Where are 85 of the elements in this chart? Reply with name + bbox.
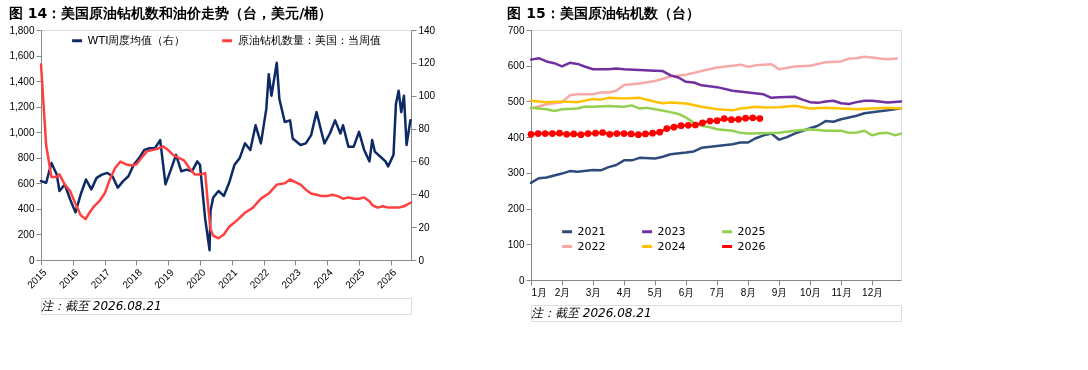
- legend-label: 2024: [657, 239, 686, 253]
- point: [570, 130, 578, 138]
- point: [620, 130, 628, 137]
- point: [584, 130, 592, 137]
- y2-tick-label: 20: [418, 221, 431, 233]
- point: [699, 119, 706, 127]
- point: [749, 114, 757, 122]
- y-tick-label: 1,400: [9, 75, 35, 87]
- x-tick-label: 3月: [585, 286, 602, 298]
- y-tick-label: 400: [507, 131, 525, 143]
- point: [728, 116, 735, 123]
- x-tick-label: 1月: [531, 286, 548, 298]
- y2-tick-label: 140: [418, 24, 436, 36]
- y2-tick-label: 40: [418, 188, 431, 200]
- legend-label: 2026: [737, 239, 766, 253]
- x-tick-label: 9月: [771, 286, 788, 298]
- y-tick-label: 0: [518, 274, 525, 286]
- point: [642, 130, 649, 138]
- point: [541, 130, 549, 137]
- x-tick-label: 10月: [800, 286, 822, 298]
- point: [706, 117, 714, 125]
- x-tick-label: 7月: [709, 286, 726, 298]
- text: 注：截至 2026.08.21: [531, 306, 652, 320]
- y-tick-label: 0: [28, 254, 35, 266]
- y2-tick-label: 0: [418, 254, 425, 266]
- y-tick-label: 1,000: [9, 126, 35, 138]
- y-tick-label: 100: [507, 238, 525, 250]
- point: [656, 128, 664, 136]
- point: [713, 117, 721, 125]
- point: [720, 115, 728, 122]
- y-tick-label: 600: [17, 177, 35, 189]
- line-series: [529, 96, 903, 112]
- y-tick-label: 200: [17, 228, 35, 240]
- x-tick-label: 12月: [862, 286, 884, 298]
- legend-label: 2025: [737, 224, 766, 238]
- y-tick-label: 300: [507, 167, 525, 179]
- point: [592, 129, 599, 137]
- point: [742, 114, 749, 122]
- point: [756, 115, 764, 122]
- point: [613, 130, 621, 137]
- point: [527, 130, 535, 138]
- point: [684, 122, 692, 129]
- y-tick-label: 600: [507, 60, 525, 72]
- point: [692, 121, 699, 129]
- x-tick-label: 4月: [616, 286, 633, 298]
- x-tick-label: 5月: [647, 286, 664, 298]
- y2-tick-label: 120: [418, 57, 436, 69]
- y2-tick-label: 100: [418, 90, 436, 102]
- y-tick-label: 800: [17, 152, 35, 164]
- text: 注：截至 2026.08.21: [41, 299, 162, 313]
- x-tick-label: 8月: [740, 286, 757, 298]
- y2-tick-label: 80: [418, 123, 431, 135]
- point: [649, 129, 656, 137]
- chart-title: 图 15：美国原油钻机数（台）: [507, 5, 700, 21]
- legend-label: WTI周度均值（右）: [87, 33, 186, 47]
- x-tick-label: 2月: [554, 286, 571, 298]
- legend-label: 2021: [577, 224, 606, 238]
- point: [627, 130, 635, 138]
- x-tick-label: 11月: [831, 286, 852, 298]
- y-tick-label: 400: [17, 203, 35, 215]
- point: [663, 125, 671, 132]
- point: [534, 130, 542, 137]
- y-tick-label: 1,600: [9, 50, 35, 62]
- point: [563, 130, 571, 138]
- y-tick-label: 1,200: [9, 101, 35, 113]
- point: [599, 129, 606, 136]
- point: [670, 123, 678, 131]
- y-tick-label: 1,800: [9, 24, 35, 36]
- point: [577, 131, 585, 138]
- point: [677, 122, 685, 130]
- legend-label: 2023: [657, 224, 686, 238]
- point: [634, 131, 642, 138]
- point: [735, 115, 742, 123]
- y2-tick-label: 60: [418, 155, 431, 167]
- line-series: [529, 104, 903, 137]
- point: [549, 130, 556, 137]
- y-tick-label: 200: [507, 203, 525, 215]
- y-tick-label: 500: [507, 95, 525, 107]
- legend-label: 2022: [577, 239, 606, 253]
- legend-label: 原油钻机数量：美国：当周值: [237, 33, 381, 47]
- point: [556, 129, 563, 137]
- x-tick-label: 6月: [678, 286, 695, 298]
- point: [606, 130, 614, 138]
- chart-title: 图 14：美国原油钻机数和油价走势（台，美元/桶）: [8, 5, 333, 21]
- y-tick-label: 700: [507, 24, 525, 36]
